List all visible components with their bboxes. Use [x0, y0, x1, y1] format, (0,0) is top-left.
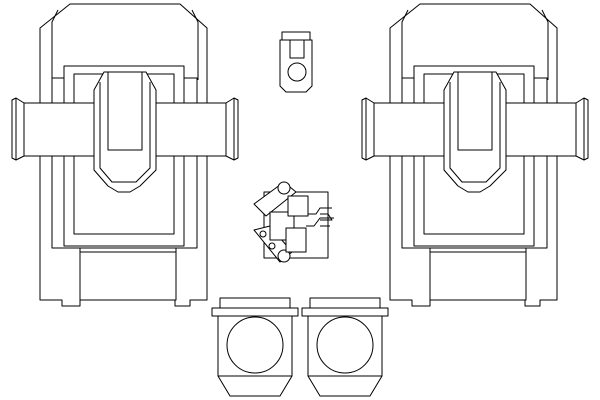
small-top-housing	[280, 32, 312, 92]
left-round-module	[211, 297, 299, 397]
center-linkage-assembly	[254, 182, 334, 262]
right-round-module	[301, 297, 389, 397]
left-machine-unit	[11, 3, 239, 307]
right-machine-unit	[361, 3, 589, 307]
